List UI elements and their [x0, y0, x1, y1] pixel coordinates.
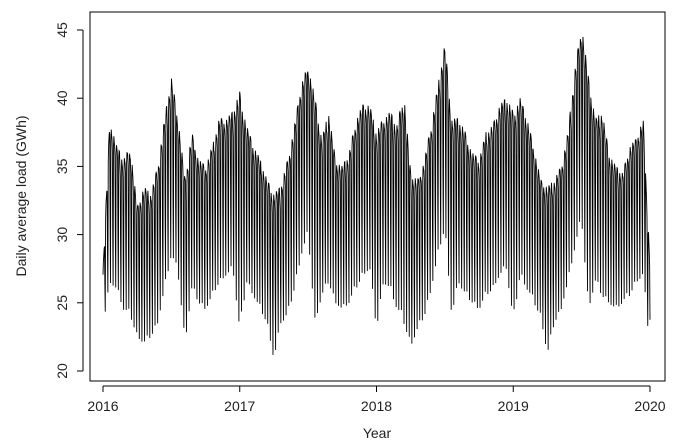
x-tick-label: 2019 — [498, 398, 529, 414]
x-tick-label: 2018 — [361, 398, 392, 414]
x-tick-label: 2017 — [224, 398, 255, 414]
y-tick-label: 35 — [54, 158, 70, 174]
y-tick-label: 45 — [54, 22, 70, 38]
x-tick-label: 2016 — [87, 398, 118, 414]
y-tick-label: 25 — [54, 295, 70, 311]
daily-load-series-line — [102, 36, 651, 355]
y-tick-label: 40 — [54, 90, 70, 106]
plot-frame — [89, 11, 666, 382]
x-axis-label: Year — [363, 425, 392, 440]
y-tick-label: 20 — [54, 363, 70, 379]
x-tick-label: 2020 — [634, 398, 665, 414]
y-axis-label: Daily average load (GWh) — [13, 115, 29, 276]
y-tick-label: 30 — [54, 227, 70, 243]
